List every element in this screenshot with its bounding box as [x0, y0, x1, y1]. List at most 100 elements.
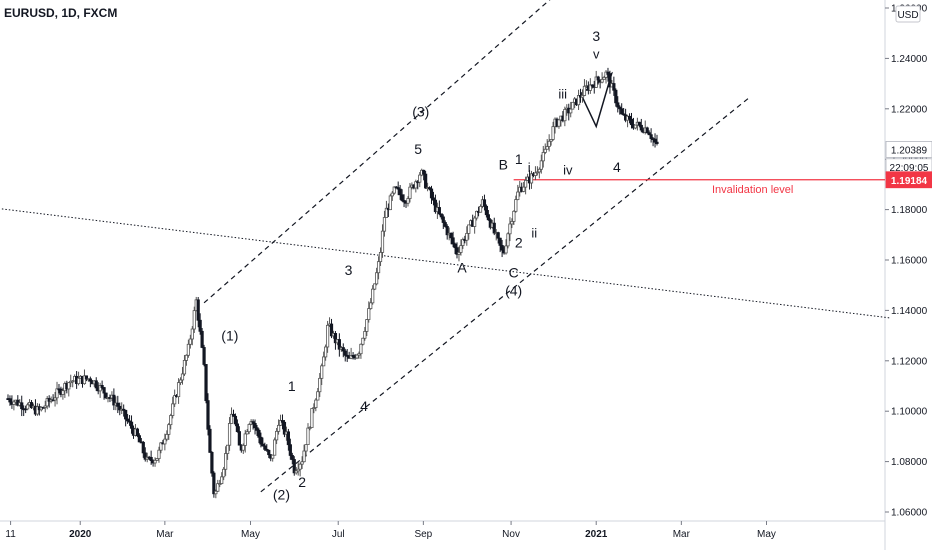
candle-body [512, 210, 516, 222]
candle [261, 437, 265, 447]
candle-body [406, 198, 410, 204]
wave-label: (4) [505, 282, 522, 298]
candle [506, 232, 510, 249]
candle-body [112, 394, 116, 406]
candle [220, 472, 224, 485]
candle [341, 343, 345, 358]
candle-body [98, 385, 102, 392]
candle [384, 200, 389, 218]
candle-body [29, 402, 34, 409]
candle-body [616, 102, 620, 108]
candle [188, 334, 192, 349]
candle [498, 237, 502, 253]
price-tags: 1.20389 22:09:05 1.19184 [885, 140, 932, 189]
candle [94, 377, 98, 392]
candle-body [508, 223, 512, 235]
time-tick-label: May [757, 529, 776, 540]
candle [453, 242, 457, 255]
candle-body [278, 420, 283, 426]
candle [155, 458, 159, 461]
candle-body [206, 400, 210, 430]
candle [504, 239, 508, 255]
candle [12, 399, 16, 411]
candle-body [500, 244, 504, 251]
candle [318, 373, 322, 397]
candle-body [549, 138, 553, 142]
drawings: Invalidation level [0, 0, 891, 493]
candle-body [127, 420, 132, 423]
candle [406, 196, 410, 207]
candle [576, 89, 581, 110]
candle-body [600, 78, 604, 83]
candle-body [88, 378, 92, 382]
candle [396, 181, 400, 196]
candle-body [243, 433, 247, 446]
time-tick-label: Mar [673, 529, 691, 540]
candle-body [314, 399, 318, 409]
price-axis[interactable]: 1.06000 1.08000 1.10000 1.12000 1.14000 1.160… [884, 0, 928, 550]
candle [324, 344, 328, 361]
candle [165, 430, 169, 442]
wave-label: A [457, 260, 467, 276]
candle [367, 301, 371, 323]
price-tick-label: 1.18000 [891, 205, 928, 216]
candle-body [475, 210, 479, 219]
candle [263, 442, 267, 452]
candle-body [122, 408, 126, 411]
candle-body [371, 288, 375, 304]
time-tick-label: Sep [414, 529, 432, 540]
candle-body [222, 468, 226, 478]
candle-body [384, 207, 389, 218]
candle [616, 96, 620, 113]
candle [620, 103, 624, 115]
wave-label: (2) [273, 486, 290, 502]
candle-body [653, 138, 657, 143]
candle-body [43, 405, 47, 408]
time-axis[interactable]: 11 2020 Mar May Jul Sep Nov 2021 Mar May [0, 520, 885, 540]
candle [627, 113, 632, 124]
candle [445, 224, 449, 240]
candle [492, 217, 496, 236]
candle-body [271, 454, 275, 459]
candle [43, 400, 47, 413]
candle-body [345, 354, 349, 357]
wave-label: B [499, 156, 508, 172]
candle-body [116, 402, 120, 407]
candle-body [292, 459, 296, 474]
candle-body [484, 205, 489, 216]
candle-body [373, 283, 377, 290]
candle-body [273, 439, 277, 456]
candle-body [100, 385, 104, 388]
candle [308, 426, 312, 431]
candle-body [178, 379, 183, 384]
candle-body [408, 186, 412, 199]
channel-lower-line [260, 95, 752, 493]
candle [304, 444, 308, 457]
candle [639, 118, 643, 133]
candle-body [225, 444, 230, 454]
candle [655, 134, 659, 146]
candle [441, 214, 445, 230]
candle-body [61, 390, 65, 395]
candle [100, 380, 104, 390]
candle-body [237, 431, 241, 446]
candle [522, 181, 526, 193]
candle-body [126, 418, 130, 422]
candle [316, 387, 320, 401]
candle [337, 333, 341, 357]
candle-body [192, 310, 196, 330]
candle-body [167, 424, 171, 435]
candle [596, 75, 600, 85]
candle-body [529, 173, 534, 184]
candle-body [280, 420, 285, 423]
candle [227, 417, 232, 451]
candle [20, 395, 24, 417]
candle-body [118, 405, 122, 411]
wave-label: 3 [345, 262, 353, 278]
candle [510, 218, 514, 229]
candle [390, 191, 394, 201]
candle [214, 489, 218, 499]
candle [280, 414, 285, 430]
candle [29, 399, 34, 409]
